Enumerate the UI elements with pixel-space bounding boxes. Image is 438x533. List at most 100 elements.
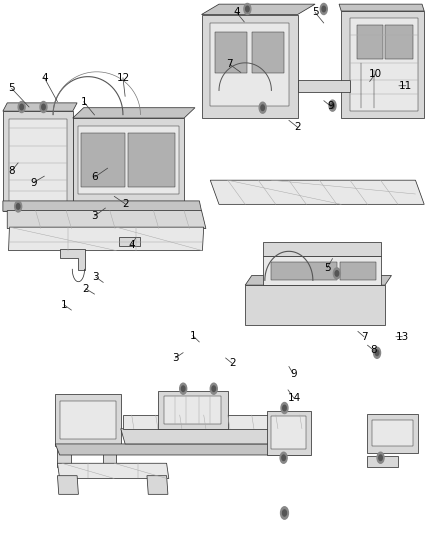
Circle shape — [375, 350, 379, 356]
Circle shape — [16, 204, 20, 209]
Text: 5: 5 — [324, 263, 331, 272]
Text: 14: 14 — [287, 393, 301, 403]
Text: 10: 10 — [369, 69, 382, 79]
Polygon shape — [201, 4, 315, 14]
Circle shape — [329, 100, 336, 111]
Circle shape — [283, 510, 286, 516]
Text: 13: 13 — [396, 332, 409, 342]
Polygon shape — [341, 11, 424, 118]
Circle shape — [282, 455, 286, 461]
Text: 8: 8 — [8, 166, 15, 176]
Text: 7: 7 — [226, 60, 233, 69]
Polygon shape — [103, 444, 117, 467]
Circle shape — [374, 348, 381, 358]
Text: 2: 2 — [122, 199, 128, 209]
Text: 9: 9 — [30, 177, 37, 188]
Polygon shape — [263, 243, 381, 256]
Polygon shape — [164, 395, 221, 424]
Text: 3: 3 — [91, 211, 98, 221]
Circle shape — [246, 6, 249, 12]
Polygon shape — [73, 108, 195, 118]
Circle shape — [377, 452, 384, 463]
Polygon shape — [3, 103, 77, 111]
Circle shape — [42, 104, 45, 110]
Polygon shape — [372, 421, 413, 446]
Polygon shape — [272, 262, 337, 280]
Circle shape — [281, 507, 288, 519]
Text: 7: 7 — [360, 332, 367, 342]
Circle shape — [259, 102, 266, 113]
Polygon shape — [119, 237, 141, 246]
Polygon shape — [385, 25, 413, 59]
Text: 4: 4 — [233, 7, 240, 18]
Circle shape — [14, 201, 21, 212]
Polygon shape — [9, 119, 67, 203]
Circle shape — [331, 103, 334, 108]
Circle shape — [18, 101, 25, 112]
Text: 8: 8 — [371, 345, 377, 356]
Polygon shape — [263, 256, 381, 285]
Polygon shape — [55, 444, 311, 455]
Text: 1: 1 — [80, 96, 87, 107]
Polygon shape — [78, 126, 179, 194]
Text: 9: 9 — [327, 101, 334, 111]
Polygon shape — [57, 444, 71, 467]
Circle shape — [40, 101, 47, 112]
Text: 3: 3 — [92, 272, 99, 282]
Polygon shape — [297, 80, 350, 92]
Polygon shape — [60, 401, 117, 439]
Text: 2: 2 — [229, 358, 235, 368]
Text: 2: 2 — [82, 284, 89, 294]
Text: 5: 5 — [312, 7, 318, 18]
Circle shape — [244, 3, 251, 14]
Polygon shape — [128, 133, 175, 187]
Circle shape — [212, 386, 215, 391]
Text: 9: 9 — [290, 369, 297, 379]
Text: 2: 2 — [294, 122, 301, 132]
Circle shape — [281, 402, 288, 414]
Polygon shape — [357, 25, 383, 59]
Text: 4: 4 — [41, 73, 48, 83]
Circle shape — [20, 104, 23, 110]
Text: 1: 1 — [190, 330, 196, 341]
Polygon shape — [272, 416, 306, 449]
Text: 6: 6 — [91, 172, 98, 182]
Circle shape — [210, 383, 217, 394]
Polygon shape — [350, 18, 418, 111]
Polygon shape — [201, 14, 297, 118]
Text: 4: 4 — [128, 240, 135, 250]
Text: 12: 12 — [117, 73, 130, 83]
Polygon shape — [9, 227, 204, 251]
Polygon shape — [55, 394, 121, 446]
Polygon shape — [147, 475, 168, 494]
Circle shape — [283, 405, 286, 411]
Polygon shape — [60, 249, 85, 270]
Polygon shape — [121, 429, 311, 444]
Polygon shape — [215, 32, 247, 73]
Polygon shape — [367, 456, 398, 467]
Text: 11: 11 — [399, 81, 413, 91]
Text: 1: 1 — [61, 300, 67, 310]
Polygon shape — [3, 111, 73, 211]
Polygon shape — [3, 201, 201, 211]
Circle shape — [333, 268, 340, 279]
Polygon shape — [123, 415, 306, 429]
Circle shape — [181, 386, 185, 391]
Polygon shape — [339, 4, 424, 11]
Polygon shape — [367, 414, 418, 453]
Polygon shape — [267, 411, 311, 455]
Polygon shape — [57, 463, 169, 479]
Polygon shape — [252, 32, 285, 73]
Polygon shape — [73, 118, 184, 201]
Circle shape — [180, 383, 187, 394]
Polygon shape — [210, 180, 424, 204]
Polygon shape — [57, 475, 78, 494]
Polygon shape — [81, 133, 125, 187]
Text: 3: 3 — [172, 353, 179, 363]
Polygon shape — [340, 262, 376, 280]
Circle shape — [261, 105, 265, 110]
Polygon shape — [245, 285, 385, 325]
Circle shape — [322, 6, 325, 12]
Polygon shape — [158, 391, 228, 429]
Polygon shape — [7, 211, 206, 229]
